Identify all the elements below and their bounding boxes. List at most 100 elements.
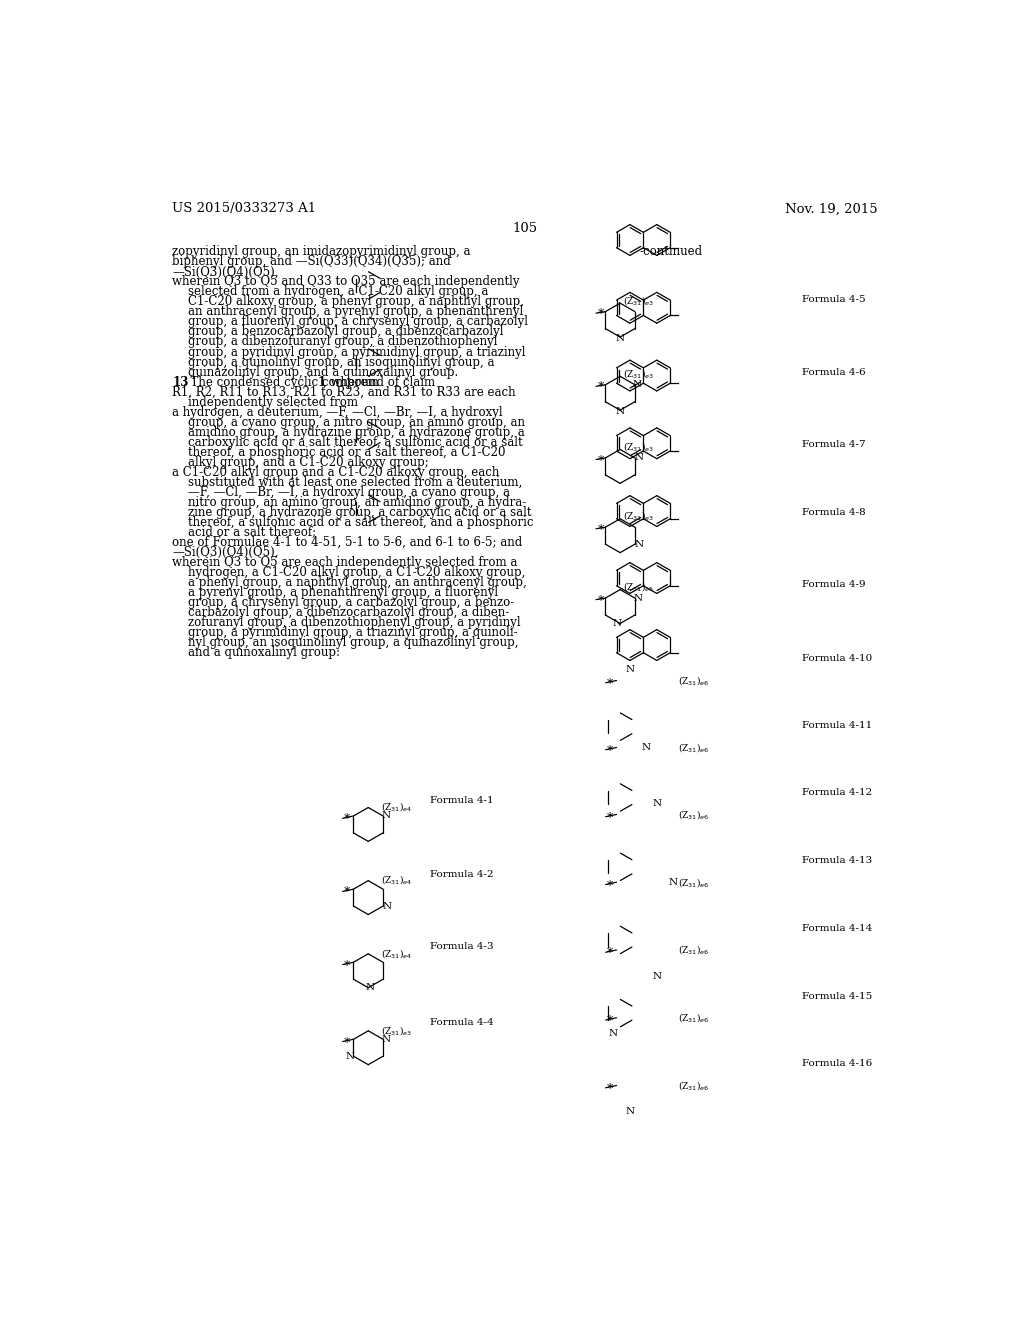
Text: N: N bbox=[382, 1035, 391, 1044]
Text: (Z$_{31}$)$_{e3}$: (Z$_{31}$)$_{e3}$ bbox=[624, 367, 654, 380]
Text: nyl group, an isoquinolinyl group, a quinazolinyl group,: nyl group, an isoquinolinyl group, a qui… bbox=[187, 636, 518, 649]
Text: group, a quinolinyl group, an isoquinolinyl group, a: group, a quinolinyl group, an isoquinoli… bbox=[187, 355, 495, 368]
Text: a pyrenyl group, a phenanthrenyl group, a fluorenyl: a pyrenyl group, a phenanthrenyl group, … bbox=[187, 586, 498, 599]
Text: *: * bbox=[607, 1082, 613, 1096]
Text: biphenyl group, and —Si(Q33)(Q34)(Q35); and: biphenyl group, and —Si(Q33)(Q34)(Q35); … bbox=[172, 256, 451, 268]
Text: 105: 105 bbox=[512, 222, 538, 235]
Text: Formula 4-14: Formula 4-14 bbox=[802, 924, 872, 933]
Text: N: N bbox=[652, 972, 662, 981]
Text: group, a cyano group, a nitro group, an amino group, an: group, a cyano group, a nitro group, an … bbox=[187, 416, 524, 429]
Text: (Z$_{31}$)$_{e5}$: (Z$_{31}$)$_{e5}$ bbox=[624, 579, 654, 593]
Text: Formula 4-9: Formula 4-9 bbox=[802, 581, 866, 589]
Text: *: * bbox=[607, 879, 613, 892]
Text: Formula 4-3: Formula 4-3 bbox=[430, 942, 494, 952]
Text: *: * bbox=[607, 1015, 613, 1028]
Text: N: N bbox=[626, 665, 635, 675]
Text: Formula 4-16: Formula 4-16 bbox=[802, 1059, 872, 1068]
Text: *: * bbox=[598, 454, 604, 467]
Text: nitro group, an amino group, an amidino group, a hydra-: nitro group, an amino group, an amidino … bbox=[187, 496, 526, 508]
Text: zine group, a hydrazone group, a carboxylic acid or a salt: zine group, a hydrazone group, a carboxy… bbox=[187, 506, 531, 519]
Text: *: * bbox=[607, 677, 613, 690]
Text: and a quinoxalinyl group:: and a quinoxalinyl group: bbox=[187, 645, 340, 659]
Text: alkyl group, and a C1-C20 alkoxy group;: alkyl group, and a C1-C20 alkoxy group; bbox=[187, 455, 428, 469]
Text: (Z$_{31}$)$_{e4}$: (Z$_{31}$)$_{e4}$ bbox=[382, 800, 413, 813]
Text: group, a fluorenyl group, a chrysenyl group, a carbazolyl: group, a fluorenyl group, a chrysenyl gr… bbox=[187, 315, 527, 329]
Text: Nov. 19, 2015: Nov. 19, 2015 bbox=[784, 202, 878, 215]
Text: Formula 4-1: Formula 4-1 bbox=[430, 796, 494, 805]
Text: —Si(Q3)(Q4)(Q5),: —Si(Q3)(Q4)(Q5), bbox=[172, 265, 279, 279]
Text: N: N bbox=[366, 983, 375, 993]
Text: one of Formulae 4-1 to 4-51, 5-1 to 5-6, and 6-1 to 6-5; and: one of Formulae 4-1 to 4-51, 5-1 to 5-6,… bbox=[172, 536, 522, 549]
Text: carbazolyl group, a dibenzocarbazolyl group, a diben-: carbazolyl group, a dibenzocarbazolyl gr… bbox=[187, 606, 509, 619]
Text: zopyridinyl group, an imidazopyrimidinyl group, a: zopyridinyl group, an imidazopyrimidinyl… bbox=[172, 246, 471, 259]
Text: group, a dibenzofuranyl group, a dibenzothiophenyl: group, a dibenzofuranyl group, a dibenzo… bbox=[187, 335, 498, 348]
Text: hydrogen, a C1-C20 alkyl group, a C1-C20 alkoxy group,: hydrogen, a C1-C20 alkyl group, a C1-C20… bbox=[187, 566, 525, 578]
Text: *: * bbox=[607, 812, 613, 825]
Text: group, a pyridinyl group, a pyrimidinyl group, a triazinyl: group, a pyridinyl group, a pyrimidinyl … bbox=[187, 346, 525, 359]
Text: Formula 4-4: Formula 4-4 bbox=[430, 1018, 494, 1027]
Text: N: N bbox=[615, 334, 625, 343]
Text: (Z$_{31}$)$_{e4}$: (Z$_{31}$)$_{e4}$ bbox=[382, 874, 413, 887]
Text: N: N bbox=[615, 408, 625, 416]
Text: (Z$_{31}$)$_{e6}$: (Z$_{31}$)$_{e6}$ bbox=[678, 741, 710, 754]
Text: (Z$_{31}$)$_{e4}$: (Z$_{31}$)$_{e4}$ bbox=[382, 946, 413, 960]
Text: N: N bbox=[634, 540, 643, 549]
Text: (Z$_{31}$)$_{e3}$: (Z$_{31}$)$_{e3}$ bbox=[382, 1023, 413, 1036]
Text: (Z$_{31}$)$_{e6}$: (Z$_{31}$)$_{e6}$ bbox=[678, 1078, 710, 1092]
Text: Formula 4-10: Formula 4-10 bbox=[802, 653, 872, 663]
Text: (Z$_{31}$)$_{e6}$: (Z$_{31}$)$_{e6}$ bbox=[678, 1011, 710, 1024]
Text: N: N bbox=[626, 1107, 635, 1117]
Text: Formula 4-13: Formula 4-13 bbox=[802, 857, 872, 865]
Text: wherein Q3 to Q5 and Q33 to Q35 are each independently: wherein Q3 to Q5 and Q33 to Q35 are each… bbox=[172, 276, 519, 289]
Text: —F, —Cl, —Br, —I, a hydroxyl group, a cyano group, a: —F, —Cl, —Br, —I, a hydroxyl group, a cy… bbox=[187, 486, 510, 499]
Text: wherein Q3 to Q5 are each independently selected from a: wherein Q3 to Q5 are each independently … bbox=[172, 556, 517, 569]
Text: —Si(Q3)(Q4)(Q5),: —Si(Q3)(Q4)(Q5), bbox=[172, 545, 279, 558]
Text: -continued: -continued bbox=[640, 244, 702, 257]
Text: N: N bbox=[382, 902, 391, 911]
Text: Formula 4-5: Formula 4-5 bbox=[802, 296, 866, 305]
Text: N: N bbox=[652, 799, 662, 808]
Text: *: * bbox=[598, 308, 604, 321]
Text: an anthracenyl group, a pyrenyl group, a phenanthrenyl: an anthracenyl group, a pyrenyl group, a… bbox=[187, 305, 523, 318]
Text: a hydrogen, a deuterium, —F, —Cl, —Br, —I, a hydroxyl: a hydrogen, a deuterium, —F, —Cl, —Br, —… bbox=[172, 405, 503, 418]
Text: , wherein: , wherein bbox=[324, 376, 379, 388]
Text: zofuranyl group, a dibenzothiophenyl group, a pyridinyl: zofuranyl group, a dibenzothiophenyl gro… bbox=[187, 615, 520, 628]
Text: 13: 13 bbox=[172, 376, 188, 388]
Text: N: N bbox=[641, 743, 650, 752]
Text: *: * bbox=[607, 744, 613, 758]
Text: selected from a hydrogen, a C1-C20 alkyl group, a: selected from a hydrogen, a C1-C20 alkyl… bbox=[187, 285, 488, 298]
Text: *: * bbox=[344, 1036, 350, 1049]
Text: acid or a salt thereof;: acid or a salt thereof; bbox=[187, 525, 315, 539]
Text: quinazolinyl group, and a quinoxalinyl group.: quinazolinyl group, and a quinoxalinyl g… bbox=[187, 366, 458, 379]
Text: *: * bbox=[598, 594, 604, 607]
Text: (Z$_{31}$)$_{e3}$: (Z$_{31}$)$_{e3}$ bbox=[624, 293, 654, 306]
Text: group, a chrysenyl group, a carbazolyl group, a benzo-: group, a chrysenyl group, a carbazolyl g… bbox=[187, 595, 514, 609]
Text: C1-C20 alkoxy group, a phenyl group, a naphthyl group,: C1-C20 alkoxy group, a phenyl group, a n… bbox=[187, 296, 523, 309]
Text: group, a benzocarbazolyl group, a dibenzocarbazolyl: group, a benzocarbazolyl group, a dibenz… bbox=[187, 326, 503, 338]
Text: N: N bbox=[634, 454, 643, 462]
Text: substituted with at least one selected from a deuterium,: substituted with at least one selected f… bbox=[187, 475, 522, 488]
Text: Formula 4-6: Formula 4-6 bbox=[802, 368, 866, 376]
Text: *: * bbox=[598, 381, 604, 395]
Text: N: N bbox=[345, 1052, 354, 1061]
Text: . The condensed cyclic compound of claim: . The condensed cyclic compound of claim bbox=[183, 376, 439, 388]
Text: N: N bbox=[633, 380, 642, 389]
Text: Formula 4-15: Formula 4-15 bbox=[802, 991, 872, 1001]
Text: Formula 4-2: Formula 4-2 bbox=[430, 870, 494, 879]
Text: N: N bbox=[382, 812, 391, 821]
Text: independently selected from: independently selected from bbox=[187, 396, 357, 409]
Text: thereof, a phosphoric acid or a salt thereof, a C1-C20: thereof, a phosphoric acid or a salt the… bbox=[187, 446, 505, 458]
Text: *: * bbox=[598, 524, 604, 537]
Text: group, a pyrimidinyl group, a triazinyl group, a quinoli-: group, a pyrimidinyl group, a triazinyl … bbox=[187, 626, 517, 639]
Text: Formula 4-8: Formula 4-8 bbox=[802, 508, 866, 517]
Text: *: * bbox=[344, 813, 350, 826]
Text: amidino group, a hydrazine group, a hydrazone group, a: amidino group, a hydrazine group, a hydr… bbox=[187, 425, 524, 438]
Text: (Z$_{31}$)$_{e6}$: (Z$_{31}$)$_{e6}$ bbox=[678, 944, 710, 957]
Text: R1, R2, R11 to R13, R21 to R23, and R31 to R33 are each: R1, R2, R11 to R13, R21 to R23, and R31 … bbox=[172, 385, 516, 399]
Text: (Z$_{31}$)$_{e3}$: (Z$_{31}$)$_{e3}$ bbox=[624, 510, 654, 523]
Text: *: * bbox=[344, 960, 350, 973]
Text: 1: 1 bbox=[317, 376, 326, 388]
Text: N: N bbox=[669, 878, 678, 887]
Text: a phenyl group, a naphthyl group, an anthracenyl group,: a phenyl group, a naphthyl group, an ant… bbox=[187, 576, 526, 589]
Text: N: N bbox=[609, 1028, 618, 1038]
